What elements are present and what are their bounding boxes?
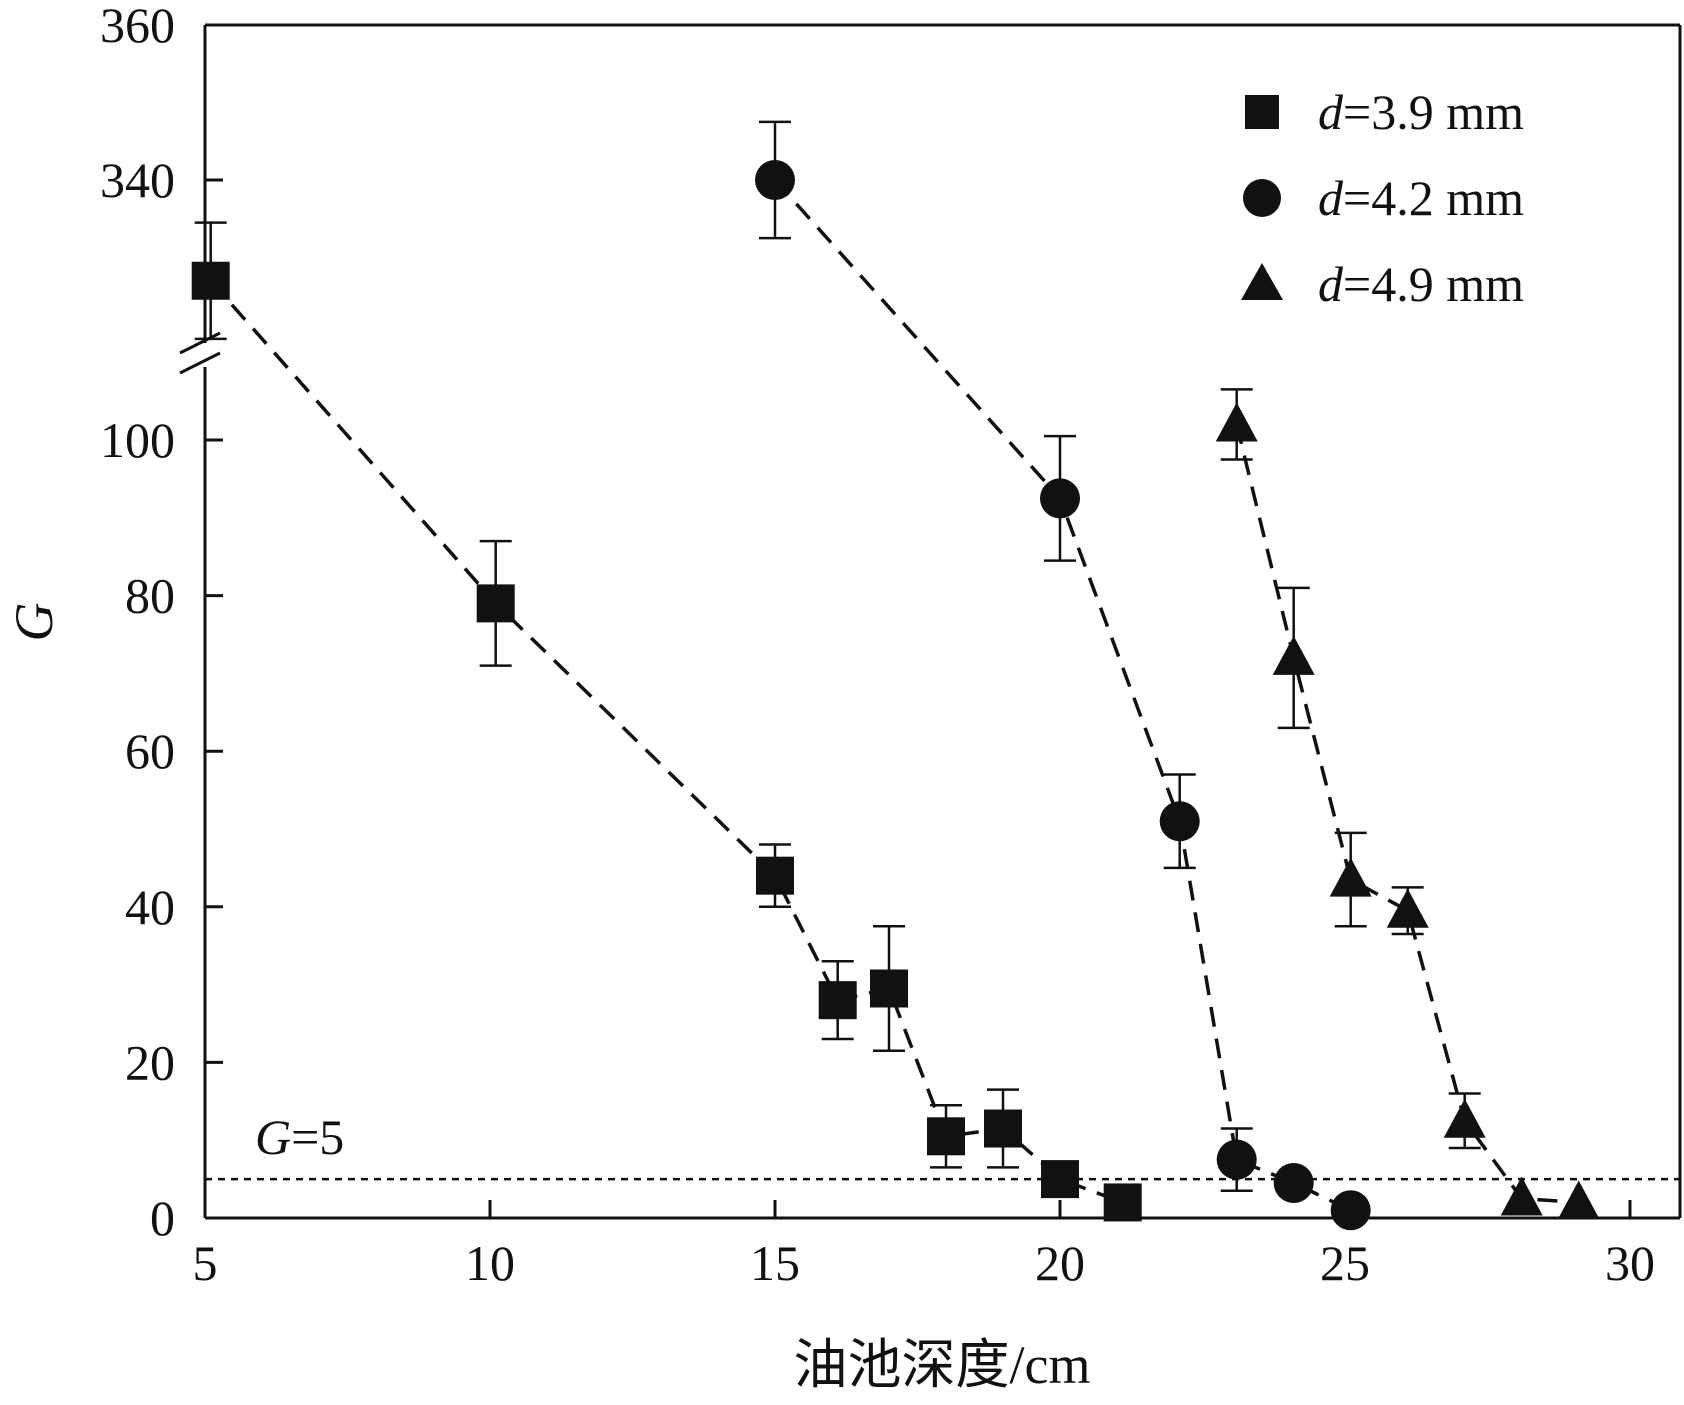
y-tick-label: 360: [100, 0, 175, 53]
triangle-point: [1500, 1176, 1543, 1216]
triangle-point: [1215, 402, 1258, 442]
legend-marker-square: [1245, 95, 1279, 129]
circle-point: [1330, 1190, 1371, 1231]
y-tick-label: 40: [125, 879, 175, 935]
axis-break-mark: [179, 351, 221, 375]
y-tick-label: 100: [100, 412, 175, 468]
x-tick-label: 5: [193, 1235, 218, 1291]
legend-label: d=3.9 mm: [1318, 84, 1524, 140]
triangle-point: [1386, 888, 1429, 928]
triangle-point: [1443, 1098, 1486, 1138]
series-line-triangle: [1234, 424, 1579, 1205]
legend-label-rest: =3.9 mm: [1343, 84, 1524, 140]
y-axis-title: G: [4, 603, 64, 642]
reference-line-label: G=5: [255, 1109, 344, 1165]
x-tick-label: 30: [1605, 1235, 1655, 1291]
y-tick-label: 340: [100, 152, 175, 208]
series-lines: [209, 178, 1579, 1212]
y-tick-label: 0: [150, 1190, 175, 1246]
data-markers: [191, 160, 1600, 1231]
square-point: [984, 1109, 1022, 1148]
axis-break-mark: [179, 331, 221, 355]
reference-label-rest: =5: [291, 1109, 344, 1165]
y-tick-label: 60: [125, 723, 175, 779]
legend-label-italic: d: [1318, 84, 1344, 140]
legend-label: d=4.2 mm: [1318, 170, 1524, 226]
triangle-point: [1272, 635, 1315, 675]
circle-point: [1040, 478, 1080, 519]
series-line-square: [209, 279, 1124, 1205]
legend-marker-triangle: [1241, 263, 1283, 300]
square-point: [756, 856, 794, 895]
x-tick-label: 25: [1320, 1235, 1370, 1291]
legend-label-italic: d: [1318, 256, 1344, 312]
reference-line-group: G=5: [205, 1109, 1680, 1181]
legend-label-rest: =4.2 mm: [1343, 170, 1524, 226]
square-point: [1041, 1160, 1079, 1199]
circle-point: [1273, 1162, 1314, 1203]
circle-point: [1159, 801, 1200, 842]
square-point: [191, 261, 230, 300]
square-point: [1103, 1183, 1142, 1222]
x-tick-label: 15: [750, 1235, 800, 1291]
reference-label-italic: G: [255, 1109, 291, 1165]
triangle-point: [1329, 857, 1372, 897]
square-point: [927, 1117, 965, 1156]
circle-point: [1216, 1139, 1257, 1180]
triangle-point: [1557, 1180, 1600, 1220]
legend-label: d=4.9 mm: [1318, 256, 1524, 312]
y-tick-label: 80: [125, 568, 175, 624]
square-point: [818, 981, 857, 1020]
x-tick-label: 20: [1035, 1235, 1085, 1291]
x-axis-title: 油池深度/cm: [794, 1335, 1091, 1395]
legend: d=3.9 mmd=4.2 mmd=4.9 mm: [1241, 84, 1524, 312]
legend-label-rest: =4.9 mm: [1343, 256, 1524, 312]
series-line-circle: [773, 178, 1352, 1212]
y-tick-label: 20: [125, 1034, 175, 1090]
x-tick-label: 10: [465, 1235, 515, 1291]
axis-ticks: 5 10 15 20 25 30 0 20 40 60 80 100 340 360 油池深度/cm G: [4, 0, 1655, 1395]
circle-point: [755, 160, 795, 200]
plot-frame: [179, 23, 1682, 1220]
legend-label-italic: d: [1318, 170, 1344, 226]
square-point: [476, 584, 515, 623]
legend-marker-circle: [1243, 179, 1281, 217]
square-point: [870, 969, 908, 1008]
